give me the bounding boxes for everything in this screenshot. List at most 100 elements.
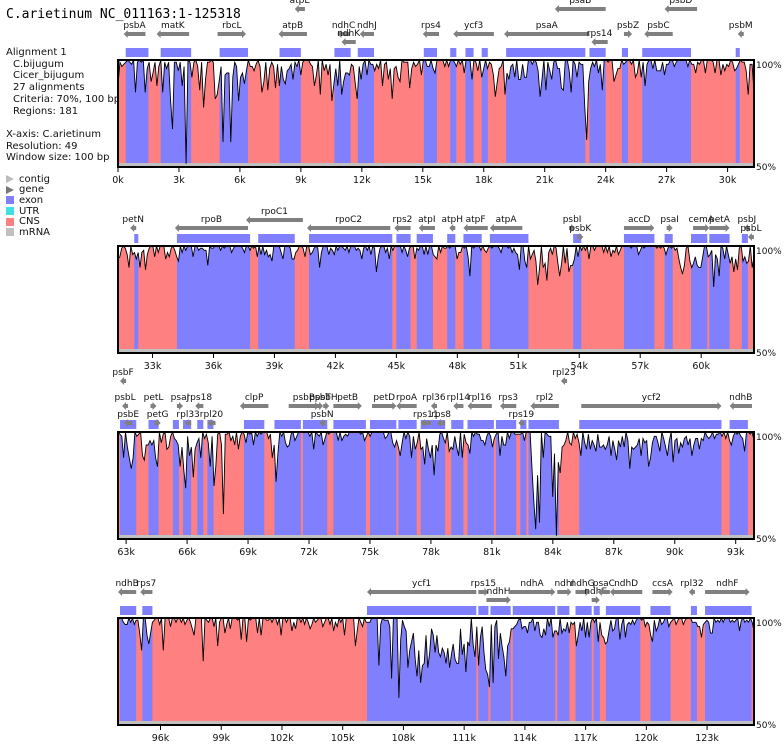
exon-marker — [450, 48, 457, 57]
exon-block — [729, 432, 748, 537]
exon-marker — [197, 420, 204, 429]
gene-arrow — [486, 596, 511, 604]
plot-frame — [117, 431, 755, 540]
exon-block — [623, 246, 655, 351]
panel-4: 100% 50% 96k 99k 102k 105k 108k 111k 114k 117k 120… — [115, 579, 782, 744]
mrna-strip — [118, 721, 754, 725]
gene-label: ndhC — [332, 21, 355, 31]
gene-label: rpl36 — [422, 393, 446, 403]
gene-arrow — [123, 30, 146, 38]
gene-arrow — [530, 402, 559, 410]
exon-block — [520, 432, 527, 537]
x-tick-label: 120k — [635, 733, 659, 744]
plot-frame — [117, 245, 755, 354]
exon-marker — [481, 48, 488, 57]
y-tick-label: 100% — [756, 619, 782, 629]
exon-marker — [396, 234, 411, 243]
gene-rpl36: rpl36 — [422, 393, 446, 410]
gene-accD: accD — [623, 215, 655, 232]
x-tick-label: 12k — [353, 175, 371, 186]
gene-label: atpI — [418, 215, 435, 225]
x-tick-label: 3k — [173, 175, 185, 186]
gene-label: psaA — [536, 21, 559, 31]
exon-marker — [148, 420, 159, 429]
exon-marker — [309, 234, 393, 243]
conservation-line — [117, 58, 755, 164]
x-tick-label: 45k — [388, 361, 406, 372]
gene-arrow — [688, 588, 695, 596]
legend-label: UTR — [19, 205, 40, 217]
gene-ndhB: ndhB — [729, 393, 752, 410]
gene-arrow — [396, 402, 417, 410]
gene-arrow — [195, 402, 204, 410]
y-tick-label: 50% — [756, 535, 776, 545]
exon-marker — [495, 420, 517, 429]
exon-block — [621, 60, 629, 165]
legend-item-exon: exon — [6, 195, 50, 206]
y-tick-label: 50% — [756, 163, 776, 173]
conservation-mask — [118, 618, 754, 698]
exon-block — [274, 432, 301, 537]
x-tick-label: 90k — [666, 547, 684, 558]
gene-cemA: cemA — [688, 215, 715, 232]
exon-marker — [447, 234, 456, 243]
gene-label: cemA — [688, 215, 714, 225]
x-tick-label: 108k — [392, 733, 416, 744]
x-tick-label: 123k — [695, 733, 719, 744]
exon-marker — [478, 606, 489, 615]
exon-block — [176, 246, 251, 351]
gene-ndhD: ndhD — [609, 579, 643, 596]
cns-swatch — [6, 217, 14, 226]
exon-block — [650, 618, 671, 723]
exon-block — [369, 432, 397, 537]
exon-block — [120, 618, 137, 723]
gene-atpE: atpE — [290, 0, 310, 13]
gene-rpoC2: rpoC2 — [306, 215, 391, 232]
gene-label: rpl14 — [447, 393, 471, 403]
gene-arrow — [644, 30, 673, 38]
gene-arrow — [150, 402, 157, 410]
exon-marker — [274, 420, 301, 429]
gene-arrow — [705, 588, 750, 596]
gene-label: ndhB — [729, 393, 752, 403]
exon-block — [279, 60, 301, 165]
gene-label: rpl32 — [680, 579, 703, 589]
gene-arrow — [504, 30, 590, 38]
gene-label: rps19 — [509, 410, 535, 420]
gene-arrow — [420, 419, 431, 427]
x-tick-label: 63k — [117, 547, 135, 558]
exon-block — [593, 618, 600, 723]
x-tick-label: 54k — [570, 361, 588, 372]
gene-arrow — [294, 5, 305, 13]
x-tick-label: 18k — [475, 175, 493, 186]
gene-label: ndhH — [487, 587, 511, 597]
legend-label: mRNA — [19, 226, 51, 238]
gene-psbF: psbF — [112, 368, 134, 385]
exon-block — [134, 246, 139, 351]
gene-label: ndhF — [716, 579, 738, 589]
gene-psbI: psbI — [563, 215, 581, 232]
plot-frame — [117, 617, 755, 726]
criteria-text: Criteria: 70%, 100 bp — [13, 93, 121, 105]
y-tick-label: 100% — [756, 433, 782, 443]
gene-arrow — [591, 596, 600, 604]
y-tick-label: 100% — [756, 61, 782, 71]
gene-label: petL — [144, 393, 164, 403]
exon-block — [420, 432, 431, 537]
alignment-label: Alignment 1 — [6, 47, 67, 58]
gene-label: ndhA — [520, 579, 544, 589]
gene-petA: petA — [709, 215, 731, 232]
gene-arrow — [239, 402, 269, 410]
sequence-name: Cicer_bijugum — [13, 70, 85, 82]
exon-marker — [302, 420, 328, 429]
x-tick-label: 9k — [295, 175, 307, 186]
x-tick-label: 75k — [361, 547, 379, 558]
gene-rbcL: rbcL — [217, 21, 247, 38]
x-tick-label: 42k — [327, 361, 345, 372]
gene-arrow — [319, 419, 326, 427]
x-tick-label: 0k — [112, 175, 124, 186]
gene-arrow — [591, 38, 608, 46]
gene-label: petG — [147, 410, 169, 420]
legend-item-cns: CNS — [6, 216, 50, 227]
